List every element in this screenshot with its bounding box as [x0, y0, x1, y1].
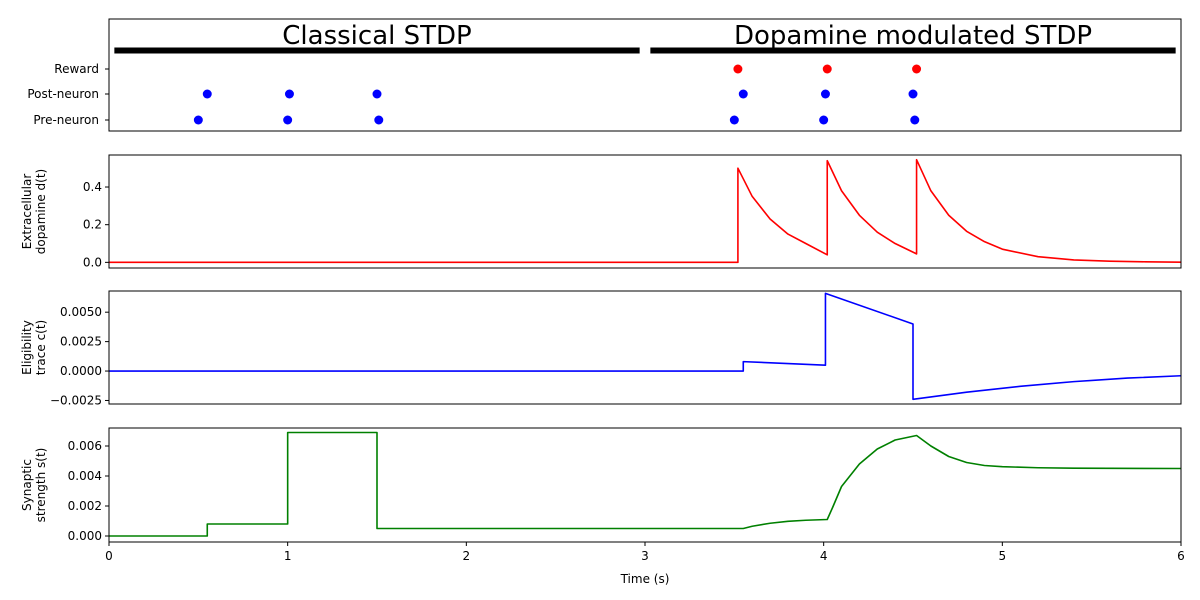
- y-tick-label: 0.000: [68, 529, 102, 543]
- y-tick-label: 0.0000: [60, 364, 102, 378]
- spike-point: [912, 64, 922, 74]
- spike-point: [372, 89, 382, 99]
- y-tick-label: 0.2: [83, 218, 102, 232]
- spike-point: [202, 89, 212, 99]
- phase-bar: [650, 47, 1176, 54]
- spike-point: [910, 115, 920, 125]
- synaptic-strength-panel: 0.000 0.002 0.004 0.006 Synapticstrength s(t…: [20, 427, 1185, 586]
- phase-title: Classical STDP: [282, 21, 471, 51]
- phase-title: Dopamine modulated STDP: [734, 21, 1092, 51]
- synaptic-strength-line: [109, 431, 1182, 537]
- spike-row-label: Pre-neuron: [33, 113, 99, 127]
- y-tick-label: 0.004: [68, 469, 102, 483]
- y-tick-label: 0.0050: [60, 305, 102, 319]
- y-tick-label: 0.006: [68, 439, 102, 453]
- dopamine-panel-frame: [108, 154, 1182, 269]
- x-tick-label: 4: [820, 549, 828, 563]
- dopamine-line: [109, 158, 1182, 264]
- y-tick-label: 0.4: [83, 180, 102, 194]
- y-tick-label: 0.0025: [60, 335, 102, 349]
- spike-point: [193, 115, 203, 125]
- phase-bar: [114, 47, 640, 54]
- y-tick-label: 0.0: [83, 255, 102, 269]
- eligibility-panel-frame: [108, 290, 1182, 405]
- spike-panel-frame: [108, 18, 1182, 132]
- spike-point: [283, 115, 293, 125]
- spike-point: [822, 64, 832, 74]
- x-tick-label: 5: [999, 549, 1007, 563]
- spike-point: [733, 64, 743, 74]
- spike-point: [820, 89, 830, 99]
- y-axis-label: Synapticstrength s(t): [20, 448, 48, 523]
- x-tick-label: 6: [1177, 549, 1185, 563]
- strength-panel-frame: [108, 427, 1182, 543]
- spike-point: [284, 89, 294, 99]
- eligibility-line: [109, 292, 1182, 401]
- x-axis-label: Time (s): [620, 572, 670, 586]
- dopamine-panel: 0.0 0.2 0.4 Extracellulardopamine d(t): [20, 154, 1182, 269]
- x-tick-label: 0: [105, 549, 113, 563]
- spike-point: [738, 89, 748, 99]
- spike-row-label: Post-neuron: [27, 87, 99, 101]
- x-tick-label: 2: [463, 549, 471, 563]
- eligibility-trace-panel: −0.0025 0.0000 0.0025 0.0050 Eligibilitytrac…: [20, 290, 1182, 407]
- x-tick-label: 1: [284, 549, 292, 563]
- spike-point: [374, 115, 384, 125]
- y-axis-label: Eligibilitytrace c(t): [20, 320, 48, 375]
- spike-row-label: Reward: [54, 62, 99, 76]
- spike-point: [729, 115, 739, 125]
- y-tick-label: −0.0025: [50, 393, 102, 407]
- y-tick-label: 0.002: [68, 499, 102, 513]
- x-tick-label: 3: [641, 549, 649, 563]
- spike-raster-panel: Pre-neuron Post-neuron Reward Classical STD…: [27, 18, 1182, 132]
- spike-point: [819, 115, 829, 125]
- y-axis-label: Extracellulardopamine d(t): [20, 169, 48, 254]
- spike-point: [908, 89, 918, 99]
